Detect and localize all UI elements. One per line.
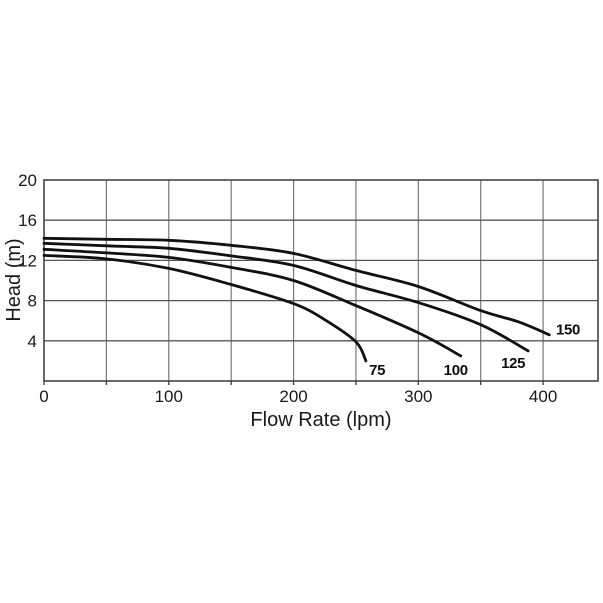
curve-100 xyxy=(42,247,463,358)
curve-label-75: 75 xyxy=(369,362,385,379)
curve-150 xyxy=(42,236,551,337)
curve-label-100: 100 xyxy=(444,362,468,379)
curve-75 xyxy=(42,254,368,363)
y-axis-title: Head (m) xyxy=(3,238,25,322)
y-tick-label-12: 12 xyxy=(18,251,37,270)
y-tick-label-20: 20 xyxy=(18,171,37,190)
x-tick-label-300: 300 xyxy=(404,387,432,406)
curve-label-150: 150 xyxy=(556,322,580,339)
curve-label-125: 125 xyxy=(501,355,525,372)
plot-border xyxy=(43,179,599,382)
curve-125 xyxy=(42,241,530,353)
x-tick-label-100: 100 xyxy=(155,387,183,406)
x-tick-label-0: 0 xyxy=(39,387,48,406)
y-tick-label-4: 4 xyxy=(28,332,37,351)
y-tick-label-8: 8 xyxy=(28,292,37,311)
x-tick-label-400: 400 xyxy=(529,387,557,406)
y-tick-label-16: 16 xyxy=(18,211,37,230)
x-tick-label-200: 200 xyxy=(279,387,307,406)
x-axis-title: Flow Rate (lpm) xyxy=(250,409,392,431)
